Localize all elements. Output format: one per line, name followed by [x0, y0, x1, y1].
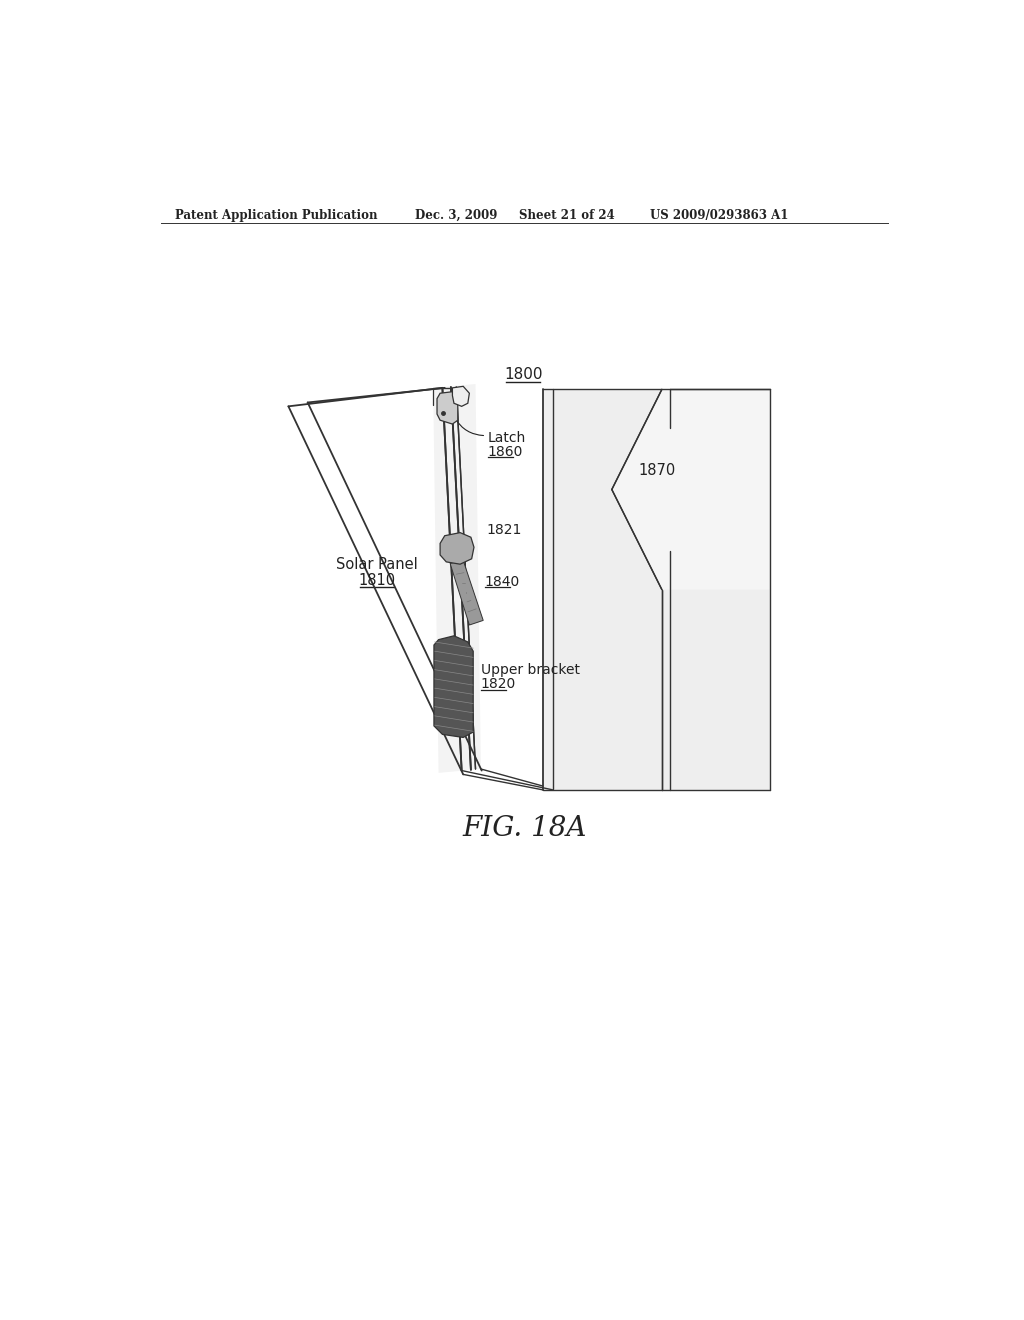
Text: 1810: 1810 [358, 573, 395, 587]
Text: 1800: 1800 [504, 367, 543, 381]
Polygon shape [433, 384, 481, 774]
Polygon shape [437, 392, 458, 424]
Text: 1821: 1821 [486, 523, 521, 537]
Text: US 2009/0293863 A1: US 2009/0293863 A1 [650, 209, 788, 222]
Text: 1870: 1870 [639, 463, 676, 478]
Text: 1820: 1820 [481, 677, 516, 692]
Polygon shape [451, 561, 483, 626]
Text: Solar Panel: Solar Panel [336, 557, 418, 573]
Text: Patent Application Publication: Patent Application Publication [175, 209, 378, 222]
Text: 1860: 1860 [487, 445, 523, 459]
Polygon shape [453, 387, 469, 407]
Text: Sheet 21 of 24: Sheet 21 of 24 [519, 209, 615, 222]
Text: FIG. 18A: FIG. 18A [463, 814, 587, 842]
Text: Dec. 3, 2009: Dec. 3, 2009 [416, 209, 498, 222]
Polygon shape [434, 636, 473, 738]
Polygon shape [543, 389, 770, 789]
Text: 1840: 1840 [484, 576, 520, 589]
Text: Upper bracket: Upper bracket [481, 664, 580, 677]
Polygon shape [611, 389, 770, 590]
Text: Latch: Latch [487, 430, 526, 445]
Polygon shape [440, 533, 474, 564]
